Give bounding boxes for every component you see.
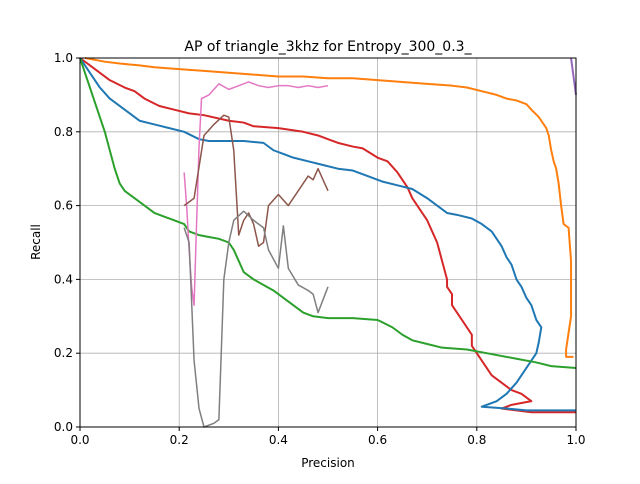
y-tick-label: 0.6: [54, 199, 73, 213]
chart-title: AP of triangle_3khz for Entropy_300_0.3_: [184, 39, 472, 55]
x-tick-label: 1.0: [566, 433, 585, 447]
y-tick-label: 0.8: [54, 125, 73, 139]
x-tick-label: 0.8: [467, 433, 486, 447]
y-tick-label: 0.4: [54, 272, 73, 286]
x-tick-label: 0.2: [170, 433, 189, 447]
y-tick-label: 0.0: [54, 420, 73, 434]
y-tick-label: 1.0: [54, 51, 73, 65]
series-group: [79, 57, 577, 428]
series-line-3: [79, 57, 576, 412]
series-line-8: [183, 210, 329, 428]
series-line-1: [84, 57, 574, 358]
y-tick-label: 0.2: [54, 346, 73, 360]
series-line-4: [79, 57, 577, 369]
y-axis-label: Recall: [29, 224, 43, 260]
series-line-5: [570, 57, 577, 96]
x-tick-label: 0.4: [269, 433, 288, 447]
x-tick-label: 0.0: [70, 433, 89, 447]
x-tick-label: 0.6: [368, 433, 387, 447]
series-line-7: [183, 114, 329, 247]
series-line-2: [79, 57, 576, 414]
x-axis-label: Precision: [301, 456, 355, 470]
plot-frame: [79, 57, 577, 428]
series-line-6: [183, 81, 329, 306]
ticks: 0.0 0.2 0.4 0.6 0.8 1.0 0.0 0.2 0.4 0.6 0.8 1.0: [54, 51, 586, 447]
